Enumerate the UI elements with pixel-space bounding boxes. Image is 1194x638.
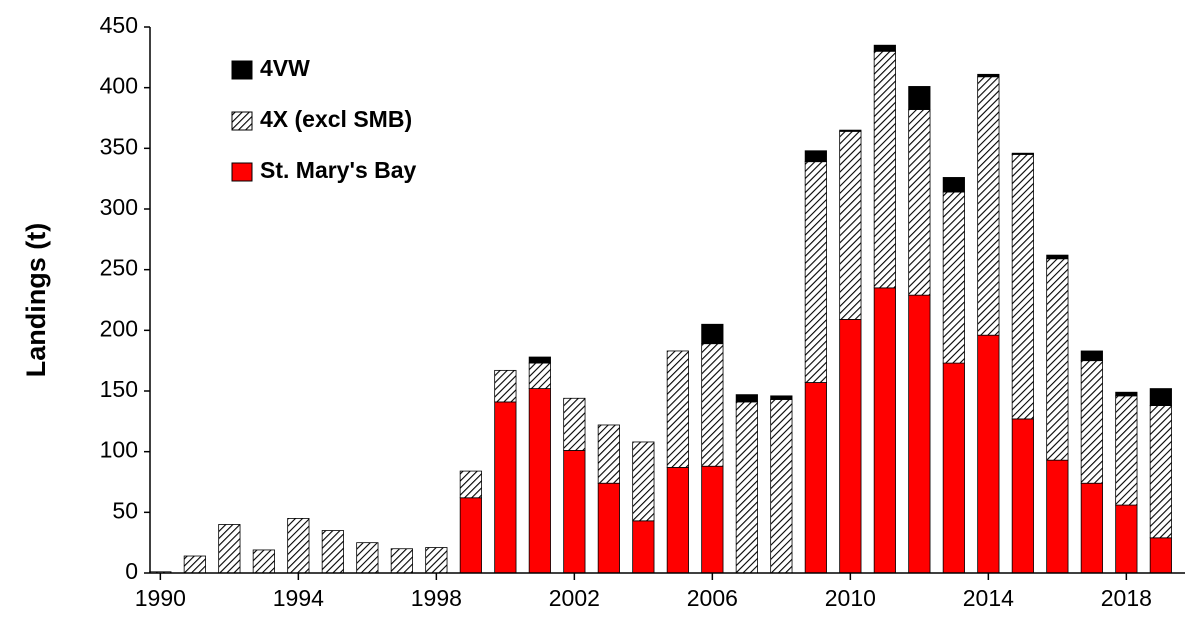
bar-segment: [735, 401, 758, 574]
bar-segment: [1115, 504, 1138, 574]
x-tick-label: 2018: [1101, 585, 1152, 611]
bar-segment: [873, 50, 896, 289]
x-tick-label: 2002: [549, 585, 600, 611]
bar-segment: [1046, 258, 1069, 461]
bar-segment: [1080, 482, 1103, 574]
bar-segment: [287, 518, 310, 574]
y-tick-label: 50: [112, 497, 138, 523]
bar-segment: [528, 356, 551, 364]
bar-segment: [942, 191, 965, 364]
bar-segment: [1011, 152, 1034, 155]
bar-segment: [356, 542, 379, 574]
x-tick-label: 1990: [135, 585, 186, 611]
bar-segment: [597, 482, 620, 574]
bar-segment: [597, 424, 620, 484]
bar-segment: [735, 394, 758, 403]
bar-segment: [908, 109, 931, 296]
bar-segment: [977, 73, 1000, 78]
y-tick-label: 350: [100, 133, 138, 159]
bar-segment: [528, 362, 551, 389]
bar-segment: [183, 555, 206, 574]
y-tick-label: 0: [125, 558, 138, 584]
y-tick-label: 300: [100, 194, 138, 220]
y-tick-label: 200: [100, 315, 138, 341]
bar-segment: [1046, 459, 1069, 574]
bar-segment: [770, 399, 793, 574]
bar-segment: [701, 323, 724, 345]
x-tick-label: 1998: [411, 585, 462, 611]
y-tick-label: 450: [100, 12, 138, 38]
bar-segment: [908, 86, 931, 110]
bar-segment: [942, 362, 965, 574]
x-tick-label: 2014: [963, 585, 1014, 611]
legend-label: St. Mary's Bay: [260, 157, 417, 183]
bar-segment: [1149, 388, 1172, 406]
x-tick-label: 1994: [273, 585, 324, 611]
bar-segment: [632, 441, 655, 522]
y-tick-label: 400: [100, 73, 138, 99]
bar-segment: [459, 497, 482, 574]
bar-segment: [839, 129, 862, 132]
bar-segment: [873, 287, 896, 574]
bar-segment: [977, 334, 1000, 574]
bar-segment: [218, 524, 241, 574]
bar-segment: [701, 343, 724, 467]
bar-segment: [666, 467, 689, 574]
bar-segment: [839, 130, 862, 320]
legend-swatch: [231, 60, 253, 80]
bar-segment: [701, 465, 724, 574]
bar-segment: [425, 547, 448, 574]
bar-segment: [494, 369, 517, 403]
bar-segment: [804, 382, 827, 574]
legend-label: 4X (excl SMB): [260, 106, 412, 132]
bar-segment: [1046, 254, 1069, 260]
x-tick-label: 2006: [687, 585, 738, 611]
bar-segment: [770, 395, 793, 400]
bar-segment: [1080, 360, 1103, 484]
bar-segment: [839, 319, 862, 574]
bar-segment: [1149, 405, 1172, 539]
y-tick-label: 100: [100, 437, 138, 463]
bar-segment: [1011, 418, 1034, 574]
bar-segment: [632, 520, 655, 574]
bar-segment: [977, 76, 1000, 336]
bar-segment: [459, 470, 482, 499]
bar-segment: [666, 350, 689, 468]
x-tick-label: 2010: [825, 585, 876, 611]
bar-segment: [563, 397, 586, 451]
y-tick-label: 150: [100, 376, 138, 402]
bar-segment: [873, 44, 896, 52]
bar-segment: [390, 548, 413, 574]
bar-segment: [942, 177, 965, 193]
bar-segment: [1080, 350, 1103, 362]
bar-segment: [1149, 537, 1172, 574]
y-tick-label: 250: [100, 255, 138, 281]
bar-segment: [804, 161, 827, 383]
bar-segment: [908, 294, 931, 574]
bar-segment: [321, 530, 344, 574]
bar-segment: [1115, 395, 1138, 506]
bar-segment: [252, 549, 275, 574]
bar-segment: [528, 388, 551, 574]
bar-segment: [1115, 391, 1138, 397]
bar-segment: [563, 450, 586, 574]
bar-segment: [1011, 153, 1034, 420]
bar-segment: [494, 401, 517, 574]
bar-segment: [804, 150, 827, 163]
legend-swatch: [231, 162, 253, 182]
legend-swatch: [231, 111, 253, 131]
y-axis-label: Landings (t): [21, 223, 51, 377]
legend-label: 4VW: [260, 55, 310, 81]
